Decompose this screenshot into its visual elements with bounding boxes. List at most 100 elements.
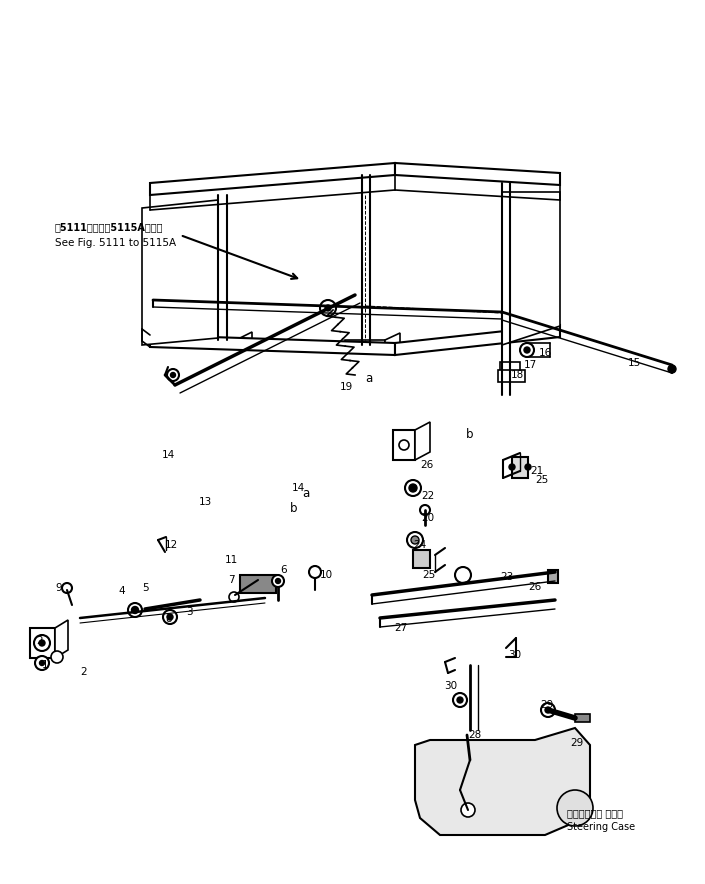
Text: 16: 16 xyxy=(539,348,552,358)
Bar xyxy=(240,575,276,593)
Text: 19: 19 xyxy=(340,382,353,392)
Circle shape xyxy=(405,480,421,496)
Text: a: a xyxy=(365,372,372,385)
Circle shape xyxy=(128,603,142,617)
Circle shape xyxy=(163,610,177,624)
Text: 22: 22 xyxy=(421,491,434,501)
Circle shape xyxy=(411,536,419,544)
Text: Steering Case: Steering Case xyxy=(567,822,635,832)
Text: See Fig. 5111 to 5115A: See Fig. 5111 to 5115A xyxy=(55,238,176,248)
Polygon shape xyxy=(240,332,252,348)
Text: b: b xyxy=(466,428,474,441)
Text: 26: 26 xyxy=(420,460,434,470)
Polygon shape xyxy=(502,192,560,345)
Circle shape xyxy=(541,703,555,717)
Circle shape xyxy=(229,592,239,602)
Circle shape xyxy=(668,365,676,373)
Circle shape xyxy=(399,440,409,450)
Circle shape xyxy=(272,575,284,587)
Text: 20: 20 xyxy=(421,513,434,523)
Polygon shape xyxy=(575,714,590,722)
Text: 12: 12 xyxy=(165,540,178,550)
Polygon shape xyxy=(205,338,240,348)
Circle shape xyxy=(35,656,49,670)
Circle shape xyxy=(525,464,531,470)
Text: 18: 18 xyxy=(511,370,525,380)
Polygon shape xyxy=(415,422,430,460)
Polygon shape xyxy=(415,728,590,835)
Text: 30: 30 xyxy=(508,650,521,660)
Circle shape xyxy=(167,614,173,620)
Circle shape xyxy=(453,693,467,707)
Text: 14: 14 xyxy=(292,483,305,493)
Text: 2: 2 xyxy=(36,636,42,646)
Text: 3: 3 xyxy=(186,607,192,617)
Polygon shape xyxy=(55,620,68,658)
Text: 9: 9 xyxy=(55,583,61,593)
Circle shape xyxy=(276,578,281,583)
Text: 24: 24 xyxy=(413,540,427,550)
Text: a: a xyxy=(302,487,309,500)
Circle shape xyxy=(509,464,515,470)
Circle shape xyxy=(461,803,475,817)
Text: 29: 29 xyxy=(570,738,583,748)
Polygon shape xyxy=(413,550,430,568)
Text: 7: 7 xyxy=(228,575,235,585)
Text: 11: 11 xyxy=(225,555,238,565)
Polygon shape xyxy=(142,200,218,345)
Polygon shape xyxy=(393,430,415,460)
Text: 2: 2 xyxy=(80,667,87,677)
Text: 21: 21 xyxy=(530,466,544,476)
Text: 17: 17 xyxy=(524,360,537,370)
Text: 第5111図から第5115A図参照: 第5111図から第5115A図参照 xyxy=(55,222,164,232)
Circle shape xyxy=(167,369,179,381)
Polygon shape xyxy=(548,570,558,583)
Text: 10: 10 xyxy=(320,570,333,580)
Circle shape xyxy=(309,566,321,578)
Circle shape xyxy=(62,583,72,593)
Circle shape xyxy=(132,606,138,613)
Text: 1: 1 xyxy=(42,660,49,670)
Polygon shape xyxy=(385,333,400,352)
Text: 29: 29 xyxy=(540,700,553,710)
Text: 25: 25 xyxy=(422,570,435,580)
Polygon shape xyxy=(345,340,385,352)
Polygon shape xyxy=(498,370,525,382)
Text: 8: 8 xyxy=(165,614,171,624)
Circle shape xyxy=(320,300,336,316)
Text: 23: 23 xyxy=(500,572,513,582)
Polygon shape xyxy=(30,628,55,658)
Polygon shape xyxy=(395,163,560,185)
Circle shape xyxy=(524,347,530,353)
Text: 5: 5 xyxy=(142,583,149,593)
Circle shape xyxy=(325,305,331,311)
Circle shape xyxy=(520,343,534,357)
Text: 27: 27 xyxy=(394,623,407,633)
Circle shape xyxy=(39,660,44,666)
Text: 28: 28 xyxy=(468,730,482,740)
Polygon shape xyxy=(500,362,520,372)
Circle shape xyxy=(171,372,176,377)
Text: ステアリング ケース: ステアリング ケース xyxy=(567,808,623,818)
Text: 15: 15 xyxy=(628,358,642,368)
Text: 26: 26 xyxy=(528,582,541,592)
Text: 25: 25 xyxy=(535,475,548,485)
Polygon shape xyxy=(150,335,395,355)
Circle shape xyxy=(457,697,463,703)
Circle shape xyxy=(39,640,45,646)
Text: 6: 6 xyxy=(280,565,287,575)
Circle shape xyxy=(407,532,423,548)
Polygon shape xyxy=(512,457,528,478)
Polygon shape xyxy=(150,163,395,195)
Text: 30: 30 xyxy=(444,681,457,691)
Text: 13: 13 xyxy=(199,497,212,507)
Text: b: b xyxy=(290,502,298,515)
Circle shape xyxy=(420,505,430,515)
Circle shape xyxy=(51,651,63,663)
Text: 4: 4 xyxy=(118,586,125,596)
Polygon shape xyxy=(395,325,560,355)
Circle shape xyxy=(455,567,471,583)
Circle shape xyxy=(409,484,417,492)
Circle shape xyxy=(557,790,593,826)
Circle shape xyxy=(545,707,551,713)
